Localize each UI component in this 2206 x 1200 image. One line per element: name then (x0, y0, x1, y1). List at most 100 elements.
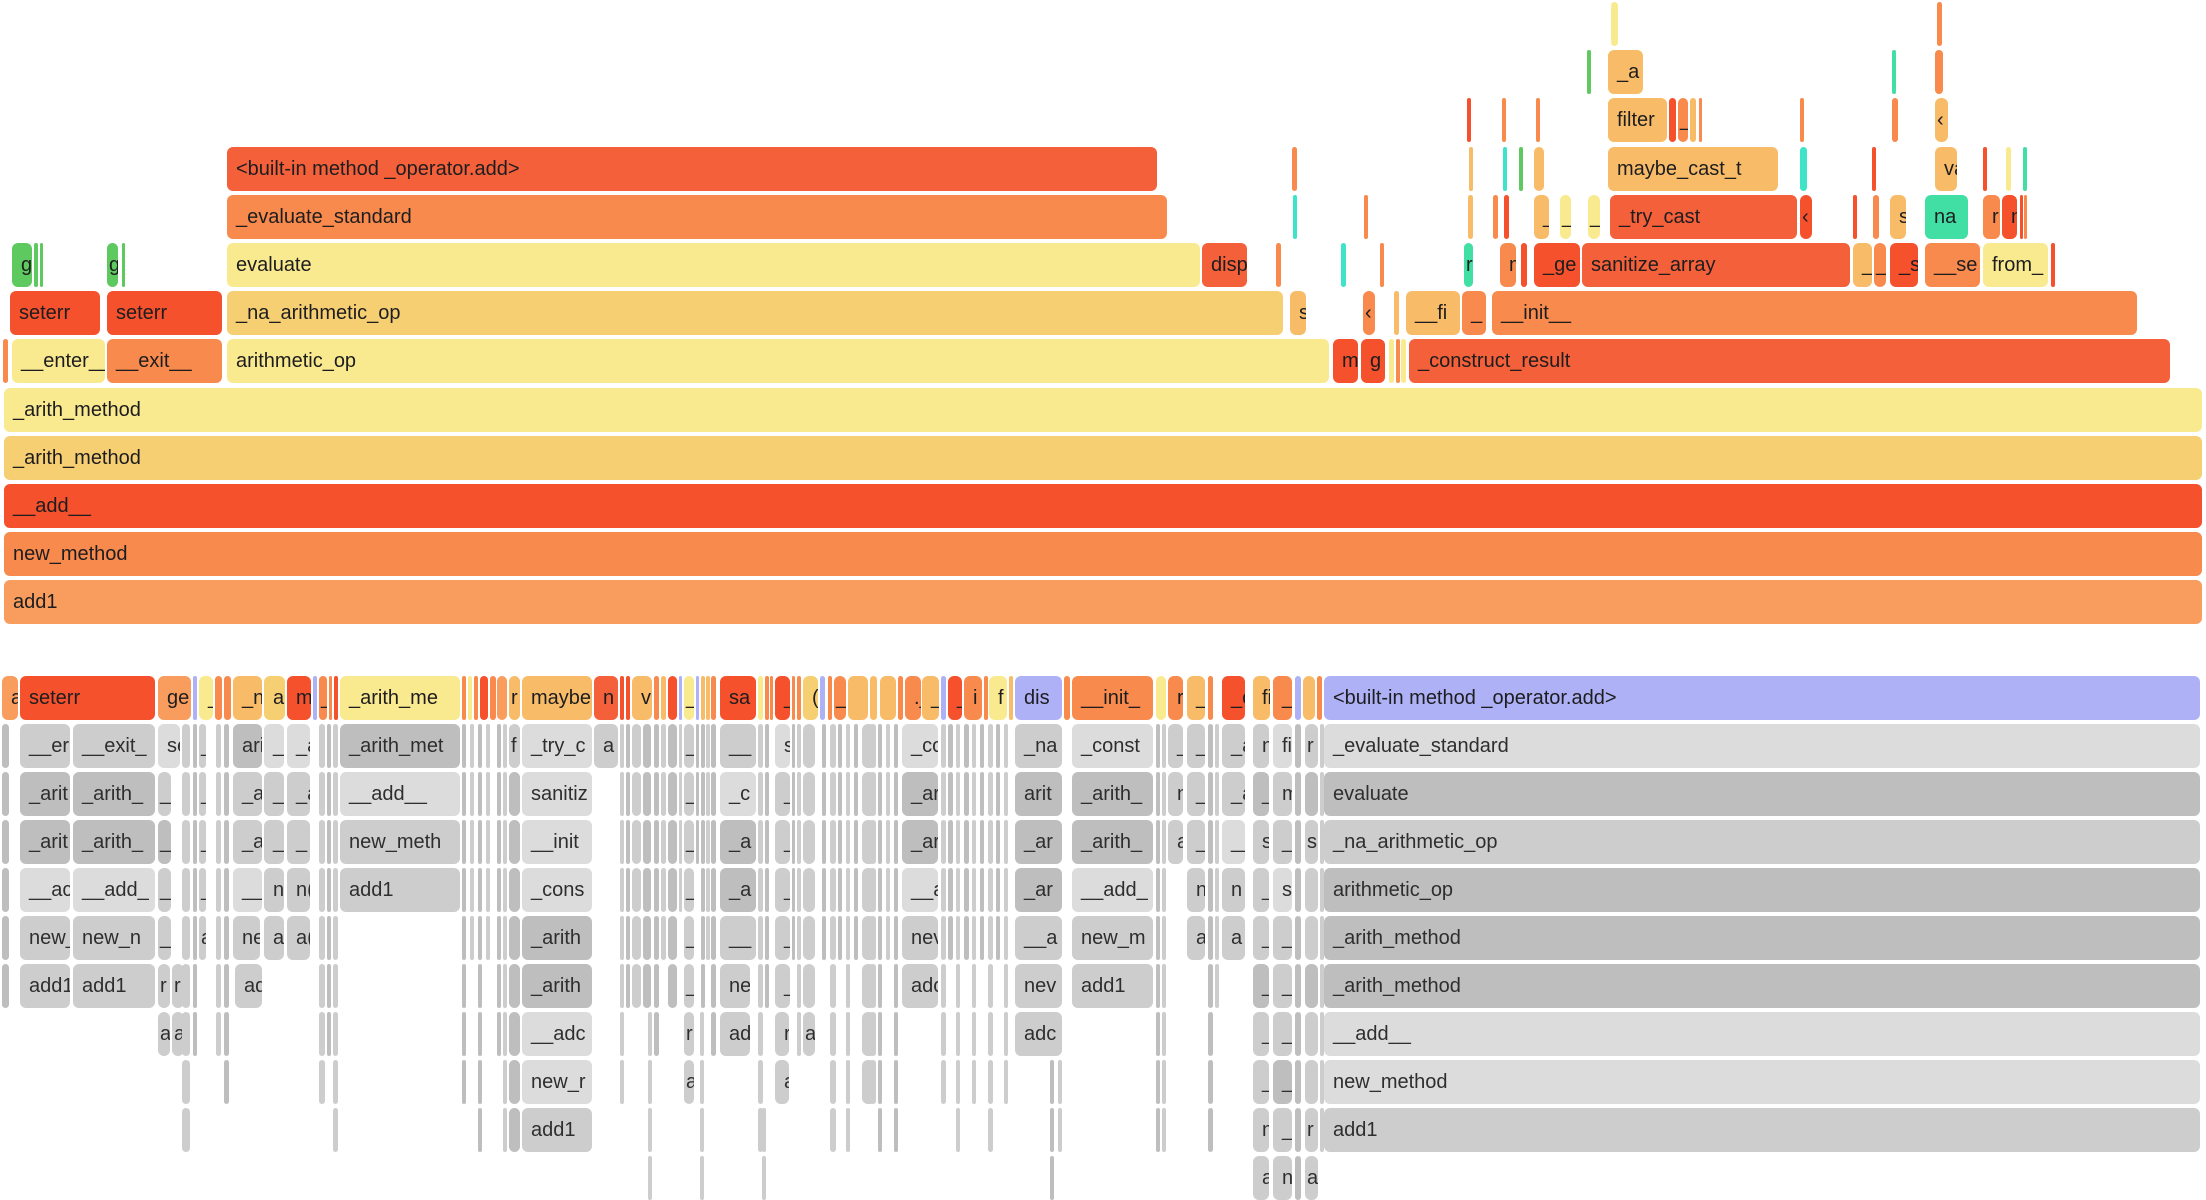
inverted-ancestor-sliver[interactable] (765, 916, 769, 960)
inverted-ancestor-sliver[interactable] (643, 772, 651, 816)
inverted-leaf-frame[interactable]: i (964, 676, 982, 720)
inverted-ancestor-sliver[interactable] (830, 820, 836, 864)
inverted-ancestor-sliver[interactable] (333, 1060, 338, 1104)
inverted-leaf-frame[interactable]: _ (199, 676, 213, 720)
inverted-ancestor-frame[interactable]: _ (264, 772, 284, 816)
inverted-ancestor-frame[interactable]: a (264, 916, 284, 960)
inverted-ancestor-sliver[interactable] (1208, 1012, 1213, 1056)
inverted-ancestor-frame[interactable]: _arith_ (1072, 772, 1153, 816)
flame-frame[interactable]: seterr (10, 291, 100, 335)
inverted-ancestor-sliver[interactable] (1162, 964, 1166, 1008)
inverted-ancestor-sliver[interactable] (854, 868, 858, 912)
inverted-leaf-frame[interactable] (193, 676, 197, 720)
inverted-ancestor-frame[interactable]: _ (684, 820, 694, 864)
inverted-ancestor-frame[interactable]: n (1273, 1156, 1292, 1200)
inverted-ancestor-sliver[interactable] (1004, 772, 1008, 816)
inverted-ancestor-sliver[interactable] (762, 1108, 766, 1152)
inverted-ancestor-sliver[interactable] (878, 1012, 882, 1056)
inverted-ancestor-frame[interactable]: ne (720, 964, 750, 1008)
inverted-ancestor-sliver[interactable] (758, 724, 763, 768)
inverted-ancestor-sliver[interactable] (701, 868, 705, 912)
flame-frame[interactable]: _ge (1534, 243, 1580, 287)
inverted-ancestor-frame[interactable] (803, 916, 815, 960)
inverted-leaf-frame[interactable]: _c (1222, 676, 1245, 720)
inverted-leaf-frame[interactable] (820, 676, 825, 720)
inverted-ancestor-frame[interactable]: __add__ (340, 772, 460, 816)
inverted-leaf-frame[interactable] (654, 676, 659, 720)
inverted-ancestor-sliver[interactable] (711, 916, 716, 960)
flame-frame[interactable]: __se (1925, 243, 1980, 287)
flame-frame[interactable]: _arith_method (4, 436, 2202, 480)
flame-frame[interactable] (1293, 195, 1297, 239)
flame-frame[interactable] (1699, 98, 1702, 142)
flame-frame[interactable]: __add__ (4, 484, 2202, 528)
flame-frame[interactable] (122, 243, 125, 287)
flame-frame[interactable]: r (1464, 243, 1473, 287)
inverted-ancestor-sliver[interactable] (854, 772, 858, 816)
inverted-ancestor-sliver[interactable] (679, 772, 682, 816)
inverted-ancestor-sliver[interactable] (830, 1012, 836, 1056)
inverted-ancestor-frame[interactable]: evaluate (1324, 772, 2200, 816)
inverted-ancestor-sliver[interactable] (679, 820, 682, 864)
inverted-ancestor-frame[interactable]: s (1305, 820, 1318, 864)
inverted-ancestor-sliver[interactable] (956, 724, 960, 768)
inverted-ancestor-frame[interactable]: _ (1273, 964, 1292, 1008)
inverted-ancestor-sliver[interactable] (2, 964, 9, 1008)
inverted-leaf-frame[interactable] (1009, 676, 1013, 720)
inverted-leaf-frame[interactable]: dis (1015, 676, 1062, 720)
flame-frame[interactable]: g (12, 243, 32, 287)
inverted-ancestor-sliver[interactable] (470, 820, 474, 864)
inverted-ancestor-sliver[interactable] (1156, 916, 1160, 960)
inverted-ancestor-frame[interactable]: _ (264, 724, 284, 768)
inverted-ancestor-sliver[interactable] (765, 724, 769, 768)
flame-frame[interactable] (1937, 2, 1942, 46)
inverted-ancestor-sliver[interactable] (988, 1108, 993, 1152)
inverted-ancestor-sliver[interactable] (941, 868, 946, 912)
inverted-ancestor-sliver[interactable] (830, 1060, 836, 1104)
inverted-ancestor-frame[interactable]: n (264, 868, 284, 912)
inverted-ancestor-sliver[interactable] (1050, 1060, 1054, 1104)
inverted-ancestor-sliver[interactable] (333, 772, 338, 816)
inverted-ancestor-sliver[interactable] (1295, 868, 1301, 912)
inverted-ancestor-sliver[interactable] (509, 916, 520, 960)
inverted-ancestor-frame[interactable]: r (775, 1012, 789, 1056)
inverted-ancestor-sliver[interactable] (1004, 916, 1008, 960)
inverted-ancestor-frame[interactable]: _ (684, 772, 694, 816)
inverted-ancestor-sliver[interactable] (1156, 1060, 1160, 1104)
inverted-ancestor-frame[interactable]: _const (1072, 724, 1153, 768)
inverted-ancestor-sliver[interactable] (1320, 1012, 1324, 1056)
inverted-ancestor-frame[interactable]: _a (233, 772, 262, 816)
inverted-ancestor-sliver[interactable] (706, 820, 710, 864)
inverted-ancestor-sliver[interactable] (626, 868, 630, 912)
inverted-ancestor-sliver[interactable] (1208, 916, 1213, 960)
inverted-ancestor-sliver[interactable] (193, 1012, 197, 1056)
inverted-ancestor-sliver[interactable] (1320, 724, 1324, 768)
inverted-ancestor-frame[interactable]: _ (1253, 916, 1269, 960)
inverted-ancestor-sliver[interactable] (1295, 772, 1301, 816)
inverted-ancestor-sliver[interactable] (948, 820, 953, 864)
inverted-ancestor-frame[interactable]: __add_ (73, 868, 155, 912)
inverted-ancestor-frame[interactable]: _ (158, 820, 171, 864)
inverted-ancestor-sliver[interactable] (1208, 820, 1213, 864)
inverted-ancestor-sliver[interactable] (894, 868, 898, 912)
flame-frame[interactable]: m (1500, 243, 1516, 287)
inverted-ancestor-sliver[interactable] (654, 964, 659, 1008)
inverted-ancestor-frame[interactable]: _c (720, 772, 756, 816)
inverted-ancestor-sliver[interactable] (497, 772, 501, 816)
inverted-ancestor-frame[interactable] (1305, 1012, 1318, 1056)
inverted-ancestor-sliver[interactable] (648, 1108, 652, 1152)
inverted-ancestor-sliver[interactable] (462, 820, 466, 864)
inverted-ancestor-frame[interactable]: _ (199, 724, 206, 768)
inverted-leaf-frame[interactable]: _f (922, 676, 939, 720)
inverted-ancestor-sliver[interactable] (972, 916, 976, 960)
inverted-ancestor-sliver[interactable] (700, 1060, 704, 1104)
flame-frame[interactable]: _na_arithmetic_op (227, 291, 1283, 335)
inverted-ancestor-sliver[interactable] (503, 772, 507, 816)
inverted-ancestor-sliver[interactable] (224, 820, 229, 864)
flame-frame[interactable]: _ (1534, 195, 1549, 239)
inverted-ancestor-sliver[interactable] (661, 820, 666, 864)
flame-frame[interactable] (1468, 195, 1473, 239)
inverted-ancestor-sliver[interactable] (988, 724, 993, 768)
inverted-ancestor-frame[interactable] (1305, 964, 1318, 1008)
inverted-ancestor-sliver[interactable] (956, 868, 960, 912)
